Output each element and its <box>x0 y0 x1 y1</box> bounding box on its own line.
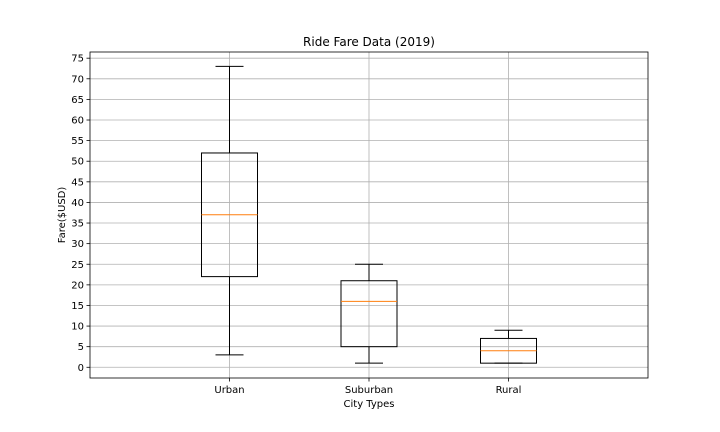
y-tick-label: 30 <box>71 239 84 250</box>
y-tick-label: 35 <box>71 219 84 230</box>
y-tick-label: 55 <box>71 136 84 147</box>
box-group <box>480 329 537 364</box>
y-tick-label: 0 <box>78 363 84 374</box>
x-axis-label: City Types <box>344 399 395 410</box>
y-tick-label: 5 <box>78 342 84 353</box>
y-tick-label: 40 <box>71 198 84 209</box>
y-tick-label: 25 <box>71 260 84 271</box>
x-tick-label: Rural <box>496 385 522 396</box>
chart-title: Ride Fare Data (2019) <box>303 35 435 49</box>
y-axis-label: Fare($USD) <box>57 187 68 244</box>
y-tick-label: 10 <box>71 322 84 333</box>
y-tick-label: 60 <box>71 116 84 127</box>
x-axis-ticks: Urban Suburban Rural <box>214 378 521 396</box>
x-tick-label: Suburban <box>345 385 393 396</box>
y-tick-label: 15 <box>71 301 84 312</box>
x-tick-label: Urban <box>214 385 244 396</box>
y-axis-ticks: 0 5 10 15 20 25 30 35 40 45 50 55 60 65 70 75 <box>71 54 90 374</box>
y-tick-label: 70 <box>71 74 84 85</box>
y-tick-label: 20 <box>71 280 84 291</box>
box-series <box>201 65 537 364</box>
y-tick-label: 75 <box>71 54 84 65</box>
box-group <box>340 263 398 364</box>
box-group <box>201 65 258 356</box>
y-tick-label: 50 <box>71 157 84 168</box>
grid-lines <box>90 52 648 378</box>
y-tick-label: 45 <box>71 177 84 188</box>
y-tick-label: 65 <box>71 95 84 106</box>
